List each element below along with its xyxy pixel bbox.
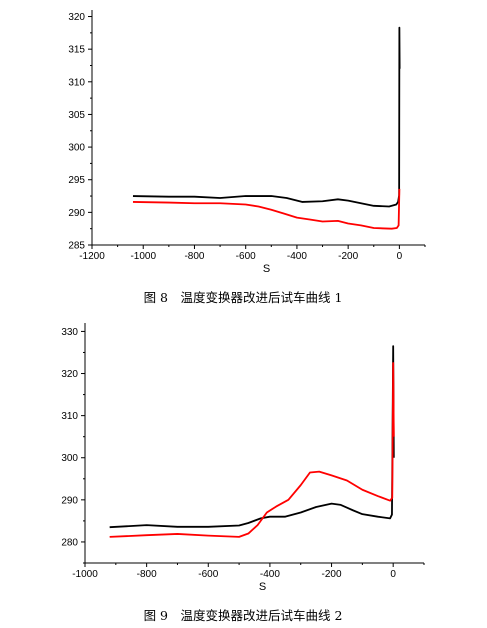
series-line-red xyxy=(132,188,401,230)
series-line-black xyxy=(109,345,395,529)
x-tick-label: 0 xyxy=(397,251,403,262)
x-tick-label: -600 xyxy=(236,251,256,262)
y-tick-label: 290 xyxy=(68,208,85,219)
x-tick-label: -1200 xyxy=(79,251,105,262)
x-tick-label: -800 xyxy=(137,569,157,580)
y-tick-label: 295 xyxy=(68,175,85,186)
y-tick-label: 300 xyxy=(68,143,85,154)
series-line-black xyxy=(132,26,401,208)
x-tick-label: -400 xyxy=(287,251,307,262)
chart-2: 280 290 300 310 320 330 -1000 -800 -600 -400 -200 0… xyxy=(61,323,425,593)
y-tick-label: 300 xyxy=(61,453,78,464)
series-line-red xyxy=(109,362,395,538)
x-tick-label: 0 xyxy=(390,569,396,580)
chart-1: 285 290 295 300 305 310 315 320 -1200 -1000 -800 -6… xyxy=(68,10,426,275)
y-tick-label: 320 xyxy=(68,12,85,23)
y-tick-label: 310 xyxy=(61,411,78,422)
x-tick-label: -200 xyxy=(322,569,342,580)
x-tick-label: -800 xyxy=(184,251,204,262)
chart-1-caption: 图 8 温度变换器改进后试车曲线 1 xyxy=(144,290,343,305)
chart-2-caption: 图 9 温度变换器改进后试车曲线 2 xyxy=(144,608,343,623)
x-tick-label: -1000 xyxy=(72,569,98,580)
x-axis-title: S xyxy=(263,263,270,275)
y-tick-label: 280 xyxy=(61,537,78,548)
x-tick-label: -200 xyxy=(338,251,358,262)
y-tick-label: 315 xyxy=(68,45,85,56)
y-tick-label: 285 xyxy=(68,241,85,252)
x-tick-label: -1000 xyxy=(130,251,156,262)
y-tick-label: 330 xyxy=(61,327,78,338)
y-tick-label: 290 xyxy=(61,495,78,506)
y-tick-label: 305 xyxy=(68,110,85,121)
x-tick-label: -400 xyxy=(260,569,280,580)
x-axis-title: S xyxy=(259,581,266,593)
y-tick-label: 320 xyxy=(61,369,78,380)
x-tick-label: -600 xyxy=(198,569,218,580)
y-tick-label: 310 xyxy=(68,77,85,88)
